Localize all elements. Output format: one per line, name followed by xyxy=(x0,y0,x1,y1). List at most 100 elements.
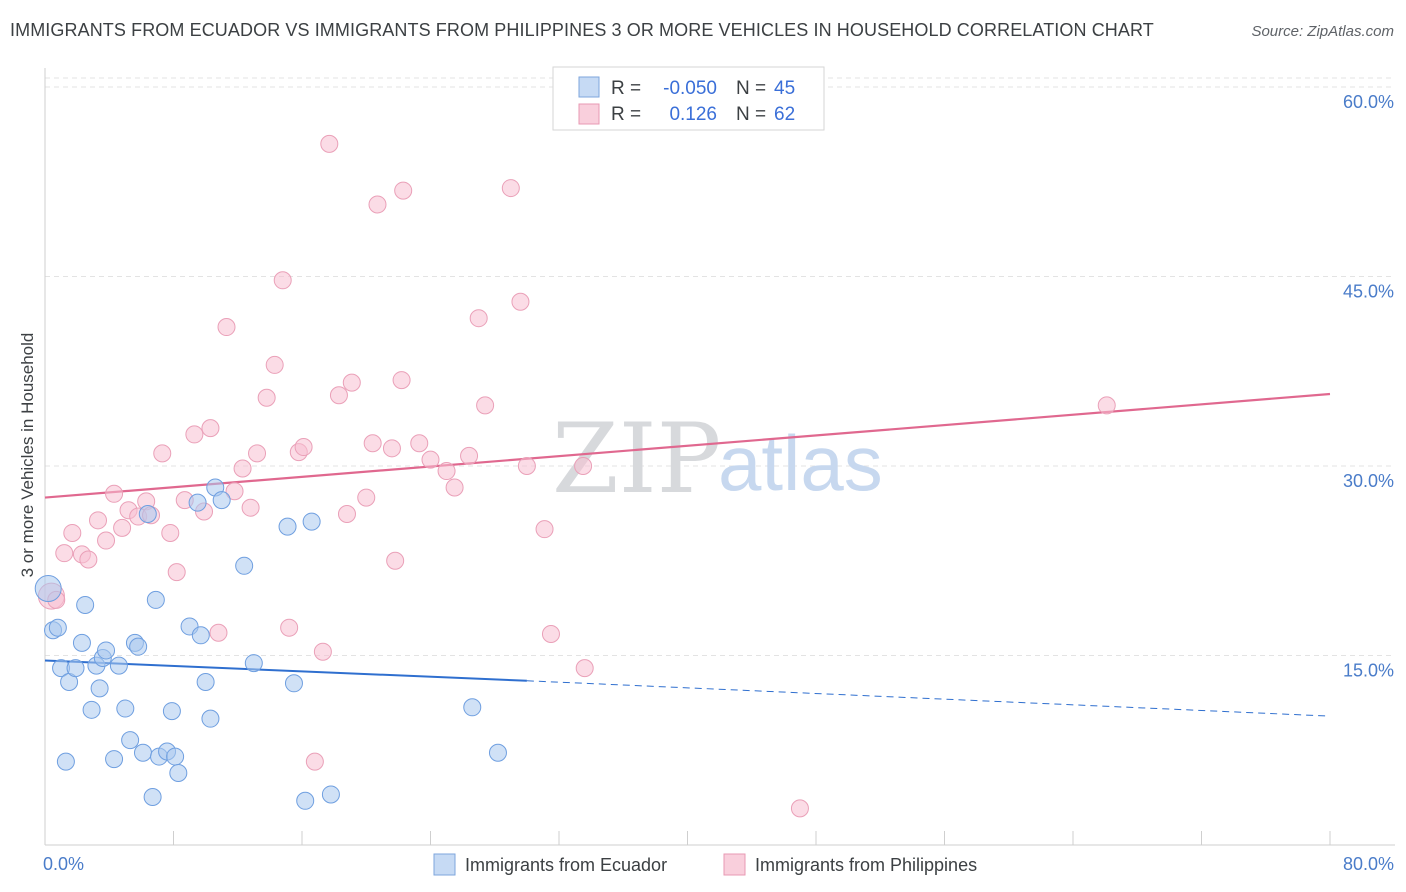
trend-line-philippines xyxy=(44,392,1331,499)
point-ecuador-13 xyxy=(97,641,116,660)
legend-r-value-philippines: 0.126 xyxy=(669,104,717,125)
y-tick-labels: 15.0% 30.0% 45.0% 60.0% xyxy=(1343,92,1394,681)
point-ecuador-31 xyxy=(191,626,210,645)
point-ecuador-19 xyxy=(129,637,148,656)
point-ecuador-16 xyxy=(116,699,135,718)
legend-n-value-philippines: 62 xyxy=(774,104,795,125)
point-philippines-42 xyxy=(382,439,401,458)
point-ecuador-41 xyxy=(302,512,321,531)
point-ecuador-8 xyxy=(76,595,95,614)
point-ecuador-33 xyxy=(201,709,220,728)
point-ecuador-20 xyxy=(133,743,152,762)
point-philippines-57 xyxy=(541,625,560,644)
point-philippines-51 xyxy=(469,309,488,328)
watermark-zip: ZIP xyxy=(552,403,721,515)
point-philippines-60 xyxy=(790,799,809,818)
point-ecuador-35 xyxy=(212,491,231,510)
point-philippines-33 xyxy=(305,752,324,771)
legend-r-label-ecuador: R = xyxy=(611,78,641,99)
point-philippines-40 xyxy=(363,434,382,453)
stats-legend: R = -0.050 N = 45 R = 0.126 N = 62 xyxy=(552,66,825,131)
point-ecuador-0 xyxy=(34,575,62,603)
point-philippines-43 xyxy=(386,551,405,570)
point-philippines-24 xyxy=(233,459,252,478)
point-philippines-55 xyxy=(517,457,536,475)
point-philippines-52 xyxy=(476,396,495,415)
point-philippines-5 xyxy=(79,550,98,569)
point-ecuador-15 xyxy=(109,656,128,675)
point-philippines-30 xyxy=(280,618,299,637)
point-ecuador-40 xyxy=(296,791,315,810)
point-ecuador-30 xyxy=(188,493,207,512)
point-philippines-15 xyxy=(161,523,180,542)
x-tick-label-max: 80.0% xyxy=(1343,854,1394,874)
point-ecuador-37 xyxy=(244,654,263,673)
point-philippines-44 xyxy=(392,371,411,390)
series-legend-swatch-philippines xyxy=(723,853,746,876)
point-ecuador-27 xyxy=(166,747,185,766)
point-philippines-59 xyxy=(575,659,594,678)
legend-n-label-ecuador: N = xyxy=(736,78,766,99)
point-philippines-26 xyxy=(248,444,267,463)
legend-r-label-philippines: R = xyxy=(611,104,641,125)
point-ecuador-11 xyxy=(90,679,109,698)
point-philippines-56 xyxy=(535,520,554,539)
source-credit: Source: ZipAtlas.com xyxy=(1251,23,1394,40)
point-philippines-21 xyxy=(209,623,228,642)
point-ecuador-9 xyxy=(82,700,101,719)
point-ecuador-21 xyxy=(138,505,157,524)
point-ecuador-42 xyxy=(321,785,340,804)
point-ecuador-17 xyxy=(121,731,140,750)
point-philippines-23 xyxy=(225,482,244,501)
point-philippines-2 xyxy=(55,544,74,563)
point-philippines-8 xyxy=(105,484,124,503)
point-philippines-38 xyxy=(342,373,361,392)
y-axis-title: 3 or more Vehicles in Household xyxy=(18,333,37,578)
legend-swatch-philippines xyxy=(578,103,600,125)
point-philippines-47 xyxy=(421,450,440,469)
point-philippines-37 xyxy=(337,505,356,524)
point-philippines-16 xyxy=(167,563,186,582)
watermark-atlas: atlas xyxy=(718,419,883,507)
point-ecuador-26 xyxy=(162,702,181,721)
point-ecuador-38 xyxy=(278,517,297,536)
point-philippines-50 xyxy=(460,446,479,465)
trend-line-ecuador-extension xyxy=(526,680,1331,717)
point-ecuador-7 xyxy=(72,633,91,652)
series-legend: Immigrants from Ecuador Immigrants from … xyxy=(433,853,977,876)
point-philippines-3 xyxy=(63,523,82,542)
point-philippines-25 xyxy=(241,498,260,517)
point-ecuador-23 xyxy=(146,590,165,609)
point-philippines-20 xyxy=(201,419,220,438)
point-ecuador-39 xyxy=(284,674,303,693)
point-philippines-53 xyxy=(501,179,520,198)
point-philippines-32 xyxy=(294,438,313,457)
watermark: ZIP atlas xyxy=(552,403,883,515)
point-philippines-49 xyxy=(445,478,464,497)
point-philippines-45 xyxy=(394,181,413,200)
y-tick-label-1: 30.0% xyxy=(1343,471,1394,491)
point-philippines-18 xyxy=(185,425,204,444)
point-philippines-34 xyxy=(313,642,332,661)
series-legend-label-ecuador: Immigrants from Ecuador xyxy=(465,855,667,875)
point-philippines-27 xyxy=(257,388,276,407)
point-philippines-41 xyxy=(368,195,387,214)
point-philippines-36 xyxy=(329,386,348,405)
point-philippines-46 xyxy=(410,434,429,453)
point-philippines-28 xyxy=(265,355,284,374)
y-tick-label-0: 15.0% xyxy=(1343,661,1394,681)
point-philippines-7 xyxy=(97,531,116,550)
point-ecuador-44 xyxy=(488,743,507,762)
legend-r-value-ecuador: -0.050 xyxy=(663,78,717,99)
point-ecuador-28 xyxy=(169,763,188,782)
legend-n-value-ecuador: 45 xyxy=(774,78,795,99)
point-philippines-61 xyxy=(1097,396,1116,415)
point-ecuador-22 xyxy=(143,787,162,806)
point-ecuador-32 xyxy=(196,673,215,692)
point-philippines-58 xyxy=(574,457,593,475)
y-tick-label-3: 60.0% xyxy=(1343,92,1394,112)
point-ecuador-6 xyxy=(66,659,85,678)
point-philippines-29 xyxy=(273,271,292,290)
point-ecuador-36 xyxy=(235,556,254,575)
